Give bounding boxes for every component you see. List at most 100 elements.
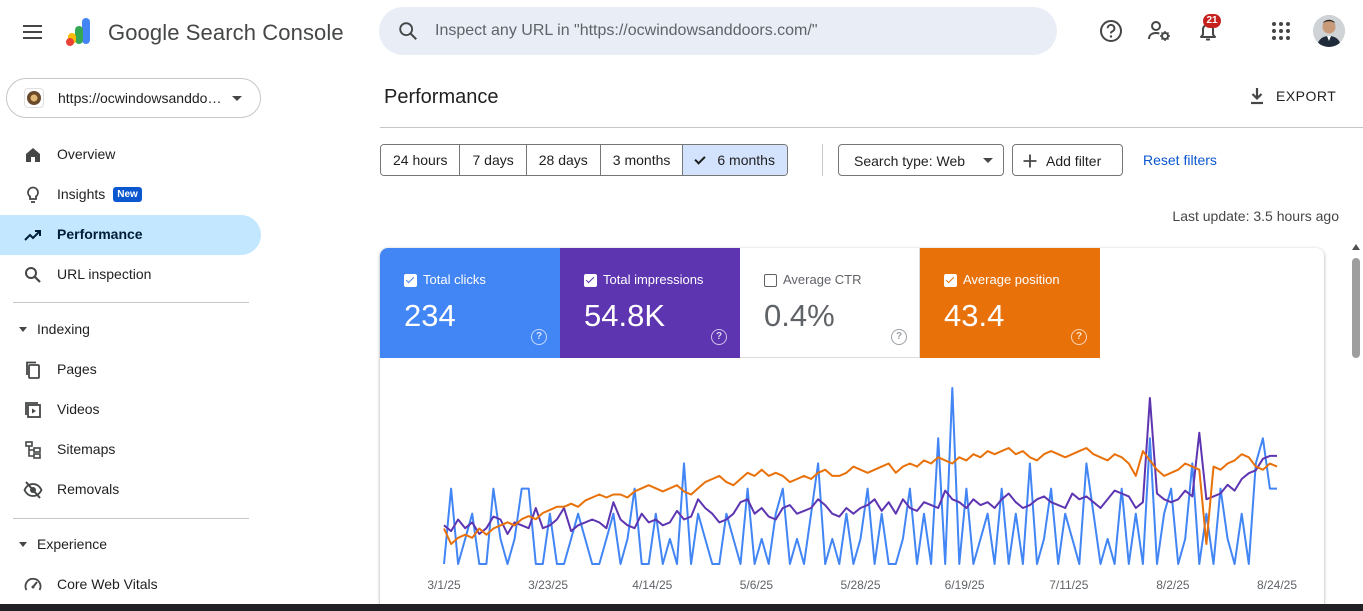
page-scrollbar[interactable]: [1351, 244, 1361, 611]
apps-grid-icon[interactable]: [1268, 18, 1294, 44]
main-content: Performance EXPORT 24 hours 7 days 28 da…: [380, 64, 1363, 611]
notification-count-badge: 21: [1203, 14, 1221, 28]
sidebar-item-insights[interactable]: Insights New: [0, 175, 261, 215]
pages-icon: [26, 361, 40, 379]
x-tick-label: 8/2/25: [1156, 578, 1190, 592]
avatar-photo-icon: [1313, 15, 1345, 47]
sidebar-item-label: Removals: [57, 481, 120, 497]
header-divider: [380, 127, 1363, 128]
speed-icon: [24, 577, 42, 591]
range-6-months[interactable]: 6 months: [683, 145, 787, 175]
help-icon[interactable]: ?: [1071, 329, 1087, 345]
metric-value: 234: [404, 298, 456, 333]
x-tick-label: 4/14/25: [632, 578, 672, 592]
checkbox-icon: [584, 274, 597, 287]
x-tick-label: 5/28/25: [840, 578, 880, 592]
chart-svg: 3/1/25 3/23/25 4/14/25 5/6/25 5/28/25 6/19/25…: [427, 387, 1297, 592]
sidebar-item-label: Videos: [57, 401, 100, 417]
performance-chart-card: Total clicks 234 ? Total impressions 54.…: [380, 248, 1324, 611]
property-url: https://ocwindowsanddoors.com/: [58, 90, 224, 106]
metric-average-position[interactable]: Average position 43.4 ?: [920, 248, 1100, 358]
sidebar-item-pages[interactable]: Pages: [0, 350, 261, 390]
sidebar-item-core-web-vitals[interactable]: Core Web Vitals: [0, 565, 261, 605]
metric-total-impressions[interactable]: Total impressions 54.8K ?: [560, 248, 740, 358]
checkbox-icon: [404, 274, 417, 287]
range-label: 28 days: [538, 152, 588, 168]
avatar[interactable]: [1313, 15, 1345, 47]
property-selector[interactable]: https://ocwindowsanddoors.com/: [6, 78, 261, 118]
range-label: 3 months: [612, 152, 671, 168]
metric-value: 43.4: [944, 298, 1005, 333]
search-type-dropdown[interactable]: Search type: Web: [838, 144, 1004, 176]
sidebar-item-performance[interactable]: Performance: [0, 215, 261, 255]
collapse-arrow-icon: [19, 327, 27, 332]
range-3-months[interactable]: 3 months: [600, 145, 684, 175]
filter-separator: [822, 144, 823, 176]
performance-line-chart: 3/1/25 3/23/25 4/14/25 5/6/25 5/28/25 6/19/25…: [380, 358, 1324, 611]
sidebar-item-videos[interactable]: Videos: [0, 390, 261, 430]
trending-up-icon: [24, 230, 41, 241]
range-label: 24 hours: [393, 152, 448, 168]
metric-value: 54.8K: [584, 298, 666, 333]
help-icon[interactable]: ?: [891, 329, 907, 345]
search-console-logo-icon: [66, 18, 90, 46]
sidebar-item-overview[interactable]: Overview: [0, 135, 261, 175]
series-line-average-position: [443, 447, 1278, 545]
insights-label: Insights: [57, 186, 106, 202]
metric-label: Total impressions: [603, 272, 704, 287]
sidebar-divider: [13, 302, 249, 303]
checkbox-icon: [764, 274, 777, 287]
reset-filters-link[interactable]: Reset filters: [1143, 152, 1217, 168]
help-icon[interactable]: ?: [531, 329, 547, 345]
check-icon: [694, 153, 707, 165]
sidebar-item-label: Core Web Vitals: [57, 576, 158, 592]
section-experience[interactable]: Experience: [0, 525, 261, 565]
sidebar-item-removals[interactable]: Removals: [0, 470, 261, 510]
metric-label: Total clicks: [423, 272, 486, 287]
search-input[interactable]: [435, 19, 1035, 43]
sidebar-item-label: Insights New: [57, 186, 142, 202]
url-inspection-search[interactable]: [379, 7, 1057, 55]
range-24-hours[interactable]: 24 hours: [381, 145, 461, 175]
range-7-days[interactable]: 7 days: [460, 145, 527, 175]
menu-icon[interactable]: [21, 20, 45, 44]
sitemap-icon: [25, 441, 41, 459]
video-icon: [25, 402, 41, 418]
add-filter-label: Add filter: [1046, 153, 1102, 169]
collapse-arrow-icon: [19, 542, 27, 547]
search-icon: [399, 22, 417, 40]
os-taskbar: [0, 604, 1363, 611]
metric-total-clicks[interactable]: Total clicks 234 ?: [380, 248, 560, 358]
add-filter-button[interactable]: Add filter: [1012, 144, 1123, 176]
date-range-selector: 24 hours 7 days 28 days 3 months 6 month…: [380, 144, 788, 176]
sidebar: https://ocwindowsanddoors.com/ Overview …: [0, 64, 270, 611]
admin-settings-icon[interactable]: [1146, 18, 1172, 44]
help-icon[interactable]: ?: [711, 329, 727, 345]
top-app-bar: Google Search Console 21: [0, 0, 1363, 64]
scroll-up-arrow-icon[interactable]: [1352, 244, 1360, 250]
plus-icon: [1023, 154, 1037, 168]
x-tick-label: 3/23/25: [528, 578, 568, 592]
page-title: Performance: [384, 86, 499, 108]
metric-label: Average CTR: [783, 272, 862, 287]
checkbox-icon: [944, 274, 957, 287]
search-type-label: Search type: Web: [854, 153, 966, 169]
range-28-days[interactable]: 28 days: [526, 145, 601, 175]
sidebar-item-sitemaps[interactable]: Sitemaps: [0, 430, 261, 470]
sidebar-item-url-inspection[interactable]: URL inspection: [0, 255, 261, 295]
help-icon[interactable]: [1098, 18, 1124, 44]
sidebar-item-label: Pages: [57, 361, 97, 377]
x-tick-label: 3/1/25: [427, 578, 461, 592]
section-indexing[interactable]: Indexing: [0, 310, 261, 350]
metric-label: Average position: [963, 272, 1060, 287]
download-icon: [1251, 88, 1263, 105]
series-line-total-impressions: [443, 397, 1277, 535]
lightbulb-icon: [27, 186, 39, 203]
sidebar-divider: [13, 518, 249, 519]
scrollbar-thumb[interactable]: [1352, 258, 1360, 358]
metric-average-ctr[interactable]: Average CTR 0.4% ?: [740, 248, 920, 358]
sidebar-item-label: URL inspection: [57, 266, 152, 282]
x-tick-label: 8/24/25: [1257, 578, 1297, 592]
section-label: Experience: [37, 536, 108, 552]
x-tick-label: 6/19/25: [945, 578, 985, 592]
